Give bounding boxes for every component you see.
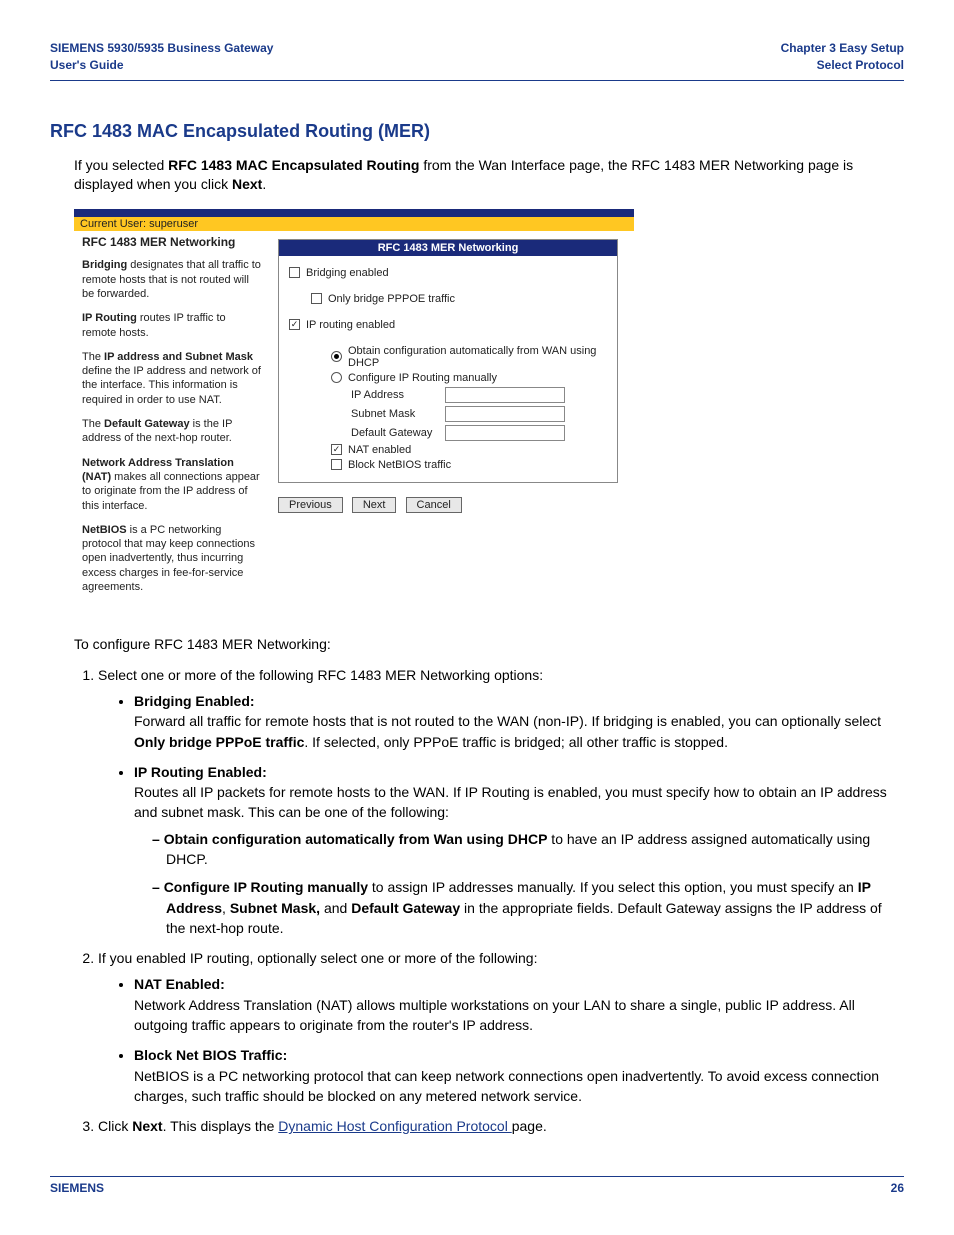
intro-paragraph: If you selected RFC 1483 MAC Encapsulate… [74,156,904,195]
default-gateway-input[interactable] [445,425,565,441]
ip-address-input[interactable] [445,387,565,403]
dash-dhcp: Obtain configuration automatically from … [152,829,904,870]
cancel-button[interactable]: Cancel [406,497,462,513]
current-user-bar: Current User: superuser [74,217,634,231]
help-panel-title: RFC 1483 MER Networking [82,235,262,251]
footer-page-number: 26 [891,1181,904,1195]
form-title: RFC 1483 MER Networking [279,240,617,256]
step-1: Select one or more of the following RFC … [98,665,904,939]
obtain-dhcp-label: Obtain configuration automatically from … [348,345,607,369]
steps-list: Select one or more of the following RFC … [74,665,904,1137]
help-panel: RFC 1483 MER Networking Bridging designa… [74,231,270,611]
bullet-netbios: Block Net BIOS Traffic: NetBIOS is a PC … [134,1045,904,1106]
header-guide: User's Guide [50,58,124,72]
step-2: If you enabled IP routing, optionally se… [98,948,904,1106]
nat-enabled-checkbox[interactable]: ✓ [331,444,342,455]
bullet-nat: NAT Enabled: Network Address Translation… [134,974,904,1035]
obtain-dhcp-radio[interactable] [331,351,342,362]
page-header: SIEMENS 5930/5935 Business Gateway User'… [50,40,904,81]
ip-routing-checkbox[interactable]: ✓ [289,319,300,330]
form-panel: RFC 1483 MER Networking Bridging enabled… [270,231,634,611]
next-button[interactable]: Next [352,497,397,513]
header-left: SIEMENS 5930/5935 Business Gateway User'… [50,40,273,74]
bridging-checkbox[interactable] [289,267,300,278]
dash-manual: Configure IP Routing manually to assign … [152,877,904,938]
only-bridge-pppoe-label: Only bridge PPPOE traffic [328,293,455,305]
block-netbios-checkbox[interactable] [331,459,342,470]
step-3: Click Next. This displays the Dynamic Ho… [98,1116,904,1136]
configure-manual-label: Configure IP Routing manually [348,372,497,384]
ip-address-label: IP Address [351,389,445,401]
footer-brand: SIEMENS [50,1181,104,1195]
bullet-ip-routing: IP Routing Enabled: Routes all IP packet… [134,762,904,938]
configure-intro: To configure RFC 1483 MER Networking: [74,634,904,654]
header-chapter: Chapter 3 Easy Setup [781,41,904,55]
page-footer: SIEMENS 26 [50,1176,904,1195]
nat-enabled-label: NAT enabled [348,444,411,456]
header-section: Select Protocol [817,58,904,72]
bridging-label: Bridging enabled [306,267,389,279]
header-right: Chapter 3 Easy Setup Select Protocol [781,40,904,74]
subnet-mask-label: Subnet Mask [351,408,445,420]
dhcp-link[interactable]: Dynamic Host Configuration Protocol [278,1118,511,1134]
header-product: SIEMENS 5930/5935 Business Gateway [50,41,273,55]
only-bridge-pppoe-checkbox[interactable] [311,293,322,304]
previous-button[interactable]: Previous [278,497,343,513]
configure-manual-radio[interactable] [331,372,342,383]
default-gateway-label: Default Gateway [351,427,445,439]
section-title: RFC 1483 MAC Encapsulated Routing (MER) [50,121,904,142]
ip-routing-label: IP routing enabled [306,319,395,331]
block-netbios-label: Block NetBIOS traffic [348,459,451,471]
bullet-bridging: Bridging Enabled: Forward all traffic fo… [134,691,904,752]
subnet-mask-input[interactable] [445,406,565,422]
embedded-screenshot: Current User: superuser RFC 1483 MER Net… [74,209,634,611]
